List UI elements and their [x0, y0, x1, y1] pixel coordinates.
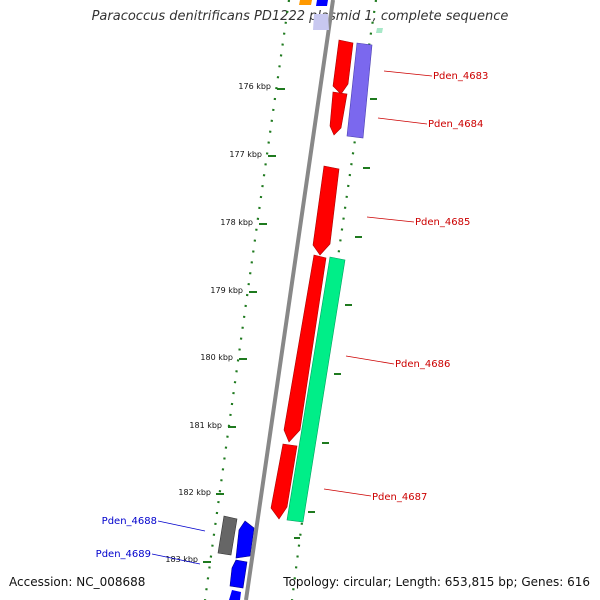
gene-labels: Pden_4683 Pden_4684 Pden_4685 Pden_4686 … — [96, 71, 489, 560]
gene-label-pden-4684[interactable]: Pden_4684 — [428, 119, 483, 130]
tick-label: 176 kbp — [238, 82, 271, 91]
gene-feature-pden-4688-grey — [217, 515, 238, 556]
ruler-labels: 176 kbp 177 kbp 178 kbp 179 kbp 180 kbp … — [165, 82, 271, 564]
tick-label: 177 kbp — [229, 150, 262, 159]
gene-feature-pden-4688-blue — [235, 520, 255, 559]
tick-label: 182 kbp — [178, 488, 211, 497]
feature-blue-partial — [316, 0, 328, 6]
inner-major-ticks — [203, 88, 285, 563]
gene-label-pden-4689[interactable]: Pden_4689 — [96, 549, 151, 560]
feature-orange-partial — [299, 0, 312, 5]
gene-feature-pden-4683 — [332, 39, 354, 95]
gene-feature-pden-4686 — [283, 254, 327, 443]
gene-feature-green — [286, 256, 346, 523]
gene-feature-pden-4687 — [270, 443, 298, 520]
gene-label-pden-4687[interactable]: Pden_4687 — [372, 492, 427, 503]
tick-label: 178 kbp — [220, 218, 253, 227]
leader-lines-left — [151, 520, 206, 565]
topology-summary: Topology: circular; Length: 653,815 bp; … — [283, 575, 590, 589]
gene-label-pden-4688[interactable]: Pden_4688 — [102, 516, 157, 527]
gene-label-pden-4686[interactable]: Pden_4686 — [395, 359, 450, 370]
accession-text: Accession: NC_008688 — [9, 575, 146, 589]
gene-feature-pden-4689-blue — [229, 559, 248, 589]
gene-feature-pden-4685 — [312, 165, 340, 256]
gene-feature-pden-4684-red — [329, 91, 348, 136]
tick-label: 180 kbp — [200, 353, 233, 362]
feature-green-partial — [376, 28, 383, 33]
feature-lavender-partial — [313, 14, 329, 30]
leader-lines-right — [323, 70, 433, 497]
outer-minor-ticks — [294, 98, 377, 539]
map-title: Paracoccus denitrificans PD1222 plasmid … — [91, 9, 509, 24]
plasmid-backbone — [244, 0, 335, 600]
tick-label: 181 kbp — [189, 421, 222, 430]
gene-label-pden-4683[interactable]: Pden_4683 — [433, 71, 488, 82]
tick-label: 183 kbp — [165, 555, 198, 564]
gene-label-pden-4685[interactable]: Pden_4685 — [415, 217, 470, 228]
tick-label: 179 kbp — [210, 286, 243, 295]
gene-feature-blue-bottom — [229, 590, 241, 600]
gene-feature-purple — [346, 42, 373, 139]
